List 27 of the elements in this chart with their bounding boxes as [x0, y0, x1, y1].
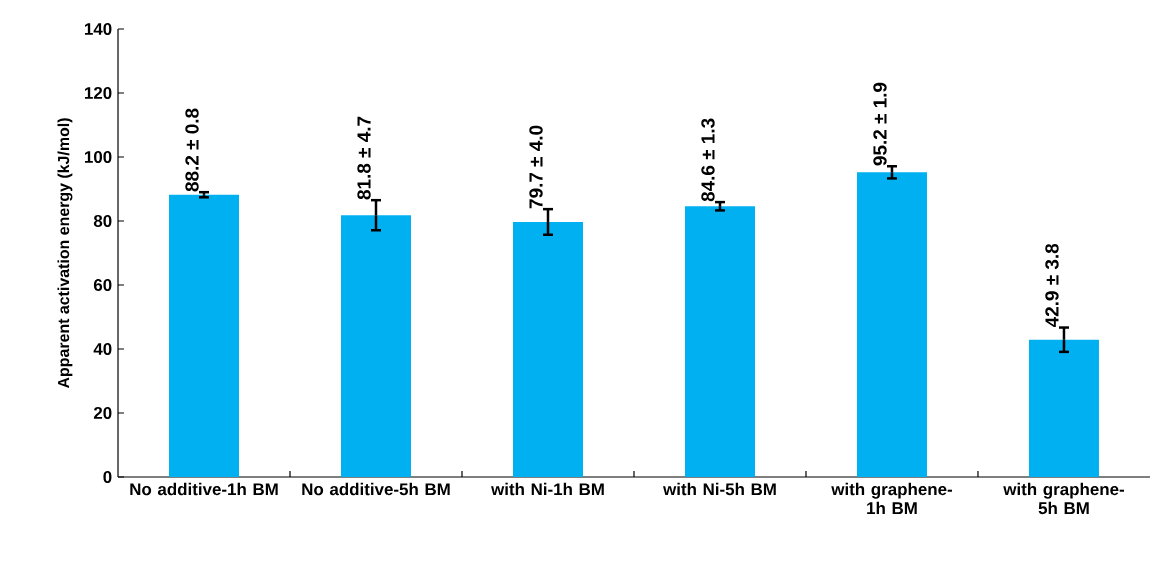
bar [512, 221, 583, 477]
y-tick-label: 40 [93, 342, 112, 355]
data-label: 95.2 ± 1.9 [873, 82, 887, 166]
y-tick-label: 120 [84, 86, 112, 99]
data-label: 81.8 ± 4.7 [357, 116, 371, 200]
bar [684, 206, 755, 477]
bar [169, 194, 239, 477]
y-tick-label: 140 [84, 22, 112, 35]
y-tick-label: 60 [93, 278, 112, 291]
y-tick-label: 20 [93, 406, 112, 419]
data-label: 79.7 ± 4.0 [529, 125, 543, 209]
y-tick-label: 100 [84, 150, 112, 163]
x-tick-label: No additive-1h BM [130, 482, 278, 496]
x-tick-label: with Ni-1h BM [491, 482, 604, 496]
data-label: 88.2 ± 0.8 [185, 108, 199, 192]
x-tick-label: with graphene-5h BM [1003, 482, 1124, 515]
data-label: 42.9 ± 3.8 [1045, 243, 1059, 328]
y-tick-label: 80 [93, 214, 112, 227]
data-label: 84.6 ± 1.3 [701, 118, 715, 202]
y-axis-title: Apparent activation energy (kJ/mol) [57, 118, 73, 389]
x-tick-label: with graphene-1h BM [831, 482, 952, 515]
bar [856, 172, 927, 477]
bar [1028, 339, 1099, 477]
x-tick-label: with Ni-5h BM [663, 482, 776, 496]
y-tick-label: 0 [103, 470, 112, 483]
x-tick-label: No additive-5h BM [302, 482, 450, 496]
bar [341, 215, 411, 477]
